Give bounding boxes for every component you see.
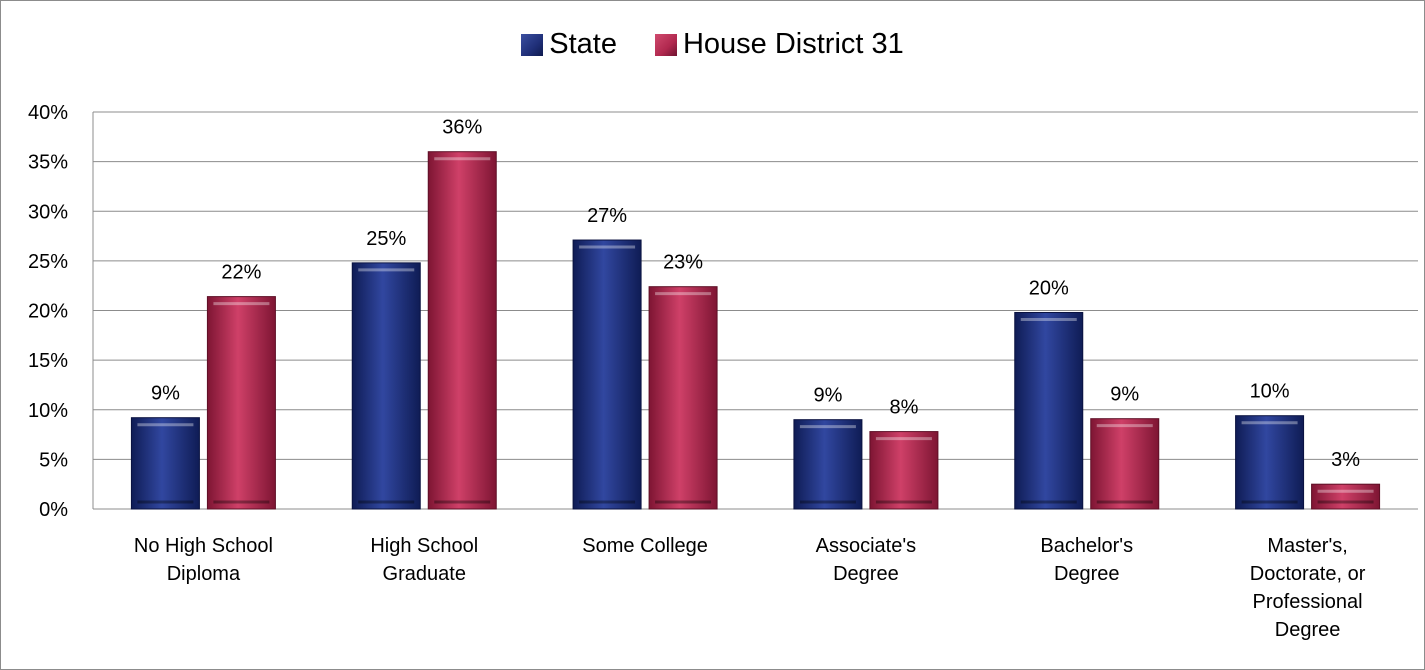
x-category-label: Some College <box>582 535 708 557</box>
legend-label-district: House District 31 <box>682 28 904 60</box>
x-category-label: Doctorate, or <box>1250 563 1366 585</box>
data-label-district: 23% <box>663 252 703 274</box>
bar-state <box>1235 415 1305 510</box>
x-category-label: Master's, <box>1267 535 1348 557</box>
x-category-label: Diploma <box>167 563 241 585</box>
data-label-district: 9% <box>1110 384 1139 406</box>
data-label-state: 27% <box>587 205 627 227</box>
x-category-label: No High School <box>134 535 273 557</box>
x-category-label: Degree <box>1054 563 1120 585</box>
bar-state <box>351 262 421 510</box>
y-tick-label: 35% <box>28 152 68 174</box>
data-label-district: 36% <box>442 117 482 139</box>
y-tick-label: 10% <box>28 400 68 422</box>
legend: State House District 31 <box>0 28 1425 61</box>
data-label-state: 25% <box>366 228 406 250</box>
y-tick-label: 5% <box>39 449 68 471</box>
data-label-state: 10% <box>1250 381 1290 403</box>
x-category-label: Professional <box>1253 591 1363 613</box>
legend-item-district: House District 31 <box>654 28 904 61</box>
bar-district <box>206 296 276 510</box>
data-label-district: 3% <box>1331 449 1360 471</box>
bar-district <box>869 431 939 510</box>
legend-swatch-state <box>521 33 544 56</box>
x-category-label: Associate's <box>816 535 917 557</box>
legend-swatch-district <box>654 33 677 56</box>
data-label-district: 8% <box>889 397 918 419</box>
x-category-label: High School <box>370 535 478 557</box>
x-category-label: Degree <box>1275 619 1341 641</box>
bar-district <box>1090 418 1160 510</box>
bar-state <box>572 239 642 510</box>
y-tick-label: 0% <box>39 499 68 521</box>
bar-state <box>793 419 863 510</box>
data-label-state: 9% <box>151 383 180 405</box>
y-tick-label: 20% <box>28 301 68 323</box>
y-tick-label: 15% <box>28 350 68 372</box>
data-label-state: 9% <box>813 385 842 407</box>
bar-district <box>427 151 497 510</box>
x-category-label: Bachelor's <box>1040 535 1133 557</box>
x-category-label: Graduate <box>383 563 466 585</box>
y-tick-label: 25% <box>28 251 68 273</box>
y-tick-label: 40% <box>28 102 68 124</box>
bar-state <box>1014 311 1084 510</box>
bar-district <box>1311 483 1381 510</box>
data-label-state: 20% <box>1029 277 1069 299</box>
y-tick-label: 30% <box>28 201 68 223</box>
bar-state <box>130 417 200 510</box>
data-label-district: 22% <box>221 262 261 284</box>
legend-label-state: State <box>549 28 617 60</box>
legend-item-state: State <box>521 28 617 61</box>
x-category-label: Degree <box>833 563 899 585</box>
bar-district <box>648 286 718 510</box>
